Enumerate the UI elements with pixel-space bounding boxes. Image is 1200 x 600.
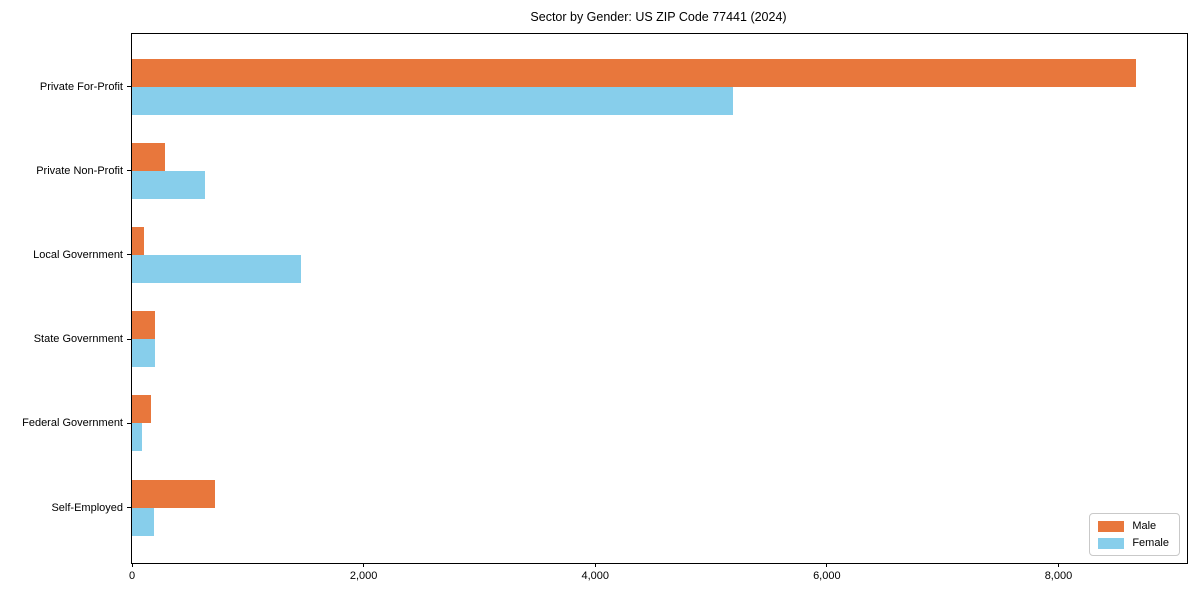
y-axis-label-private-for-profit: Private For-Profit (39, 80, 123, 93)
legend-label-female: Female (1132, 537, 1169, 549)
legend-swatch-male (1098, 520, 1125, 532)
x-axis-tick-4000 (594, 563, 596, 567)
legend-swatch-female (1098, 537, 1125, 549)
x-axis-tick-label-2000: 2,000 (349, 570, 378, 582)
bar-female-local-government (132, 254, 302, 283)
y-axis-label-self-employed: Self-Employed (51, 501, 123, 514)
legend: Male Female (1089, 513, 1180, 556)
y-axis-tick-self-employed (127, 507, 131, 508)
legend-entry-male: Male (1098, 520, 1169, 532)
plot-area: Male Female Private For-Profit Private Non… (22, 33, 1188, 582)
y-axis-label-state-government: State Government (33, 333, 123, 346)
x-axis-tick-label-0: 0 (128, 570, 136, 582)
y-axis-tick-state-government (127, 338, 131, 340)
y-axis-tick-private-for-profit (127, 86, 131, 87)
bar-male-federal-government (132, 395, 151, 424)
y-axis-label-local-government: Local Government (33, 248, 123, 261)
legend-entry-female: Female (1098, 537, 1169, 549)
y-axis-label-federal-government: Federal Government (22, 417, 123, 430)
y-axis-tick-private-non-profit (127, 170, 131, 172)
bar-female-state-government (132, 339, 156, 368)
x-axis-tick-label-4000: 4,000 (581, 570, 609, 582)
bar-male-private-non-profit (132, 142, 165, 171)
bar-male-state-government (132, 311, 156, 340)
x-axis-tick-label-6000: 6,000 (813, 570, 841, 582)
x-axis-tick-0 (131, 563, 133, 567)
x-axis-tick-8000 (1057, 563, 1059, 567)
y-axis-tick-local-government (127, 254, 131, 256)
y-axis-label-private-non-profit: Private Non-Profit (36, 164, 123, 177)
x-axis-tick-6000 (826, 563, 828, 567)
chart-title: Sector by Gender: US ZIP Code 77441 (202… (530, 10, 787, 24)
y-axis-tick-federal-government (127, 422, 131, 424)
bar-female-federal-government (132, 423, 143, 452)
x-axis-tick-2000 (363, 563, 365, 567)
legend-label-male: Male (1132, 520, 1157, 532)
bar-female-private-for-profit (132, 86, 733, 115)
bar-male-local-government (132, 226, 145, 255)
bar-male-private-for-profit (132, 58, 1136, 87)
bar-female-self-employed (132, 507, 154, 536)
x-axis-tick-label-8000: 8,000 (1044, 570, 1073, 582)
bar-female-private-non-profit (132, 170, 205, 199)
bar-male-self-employed (132, 479, 216, 508)
